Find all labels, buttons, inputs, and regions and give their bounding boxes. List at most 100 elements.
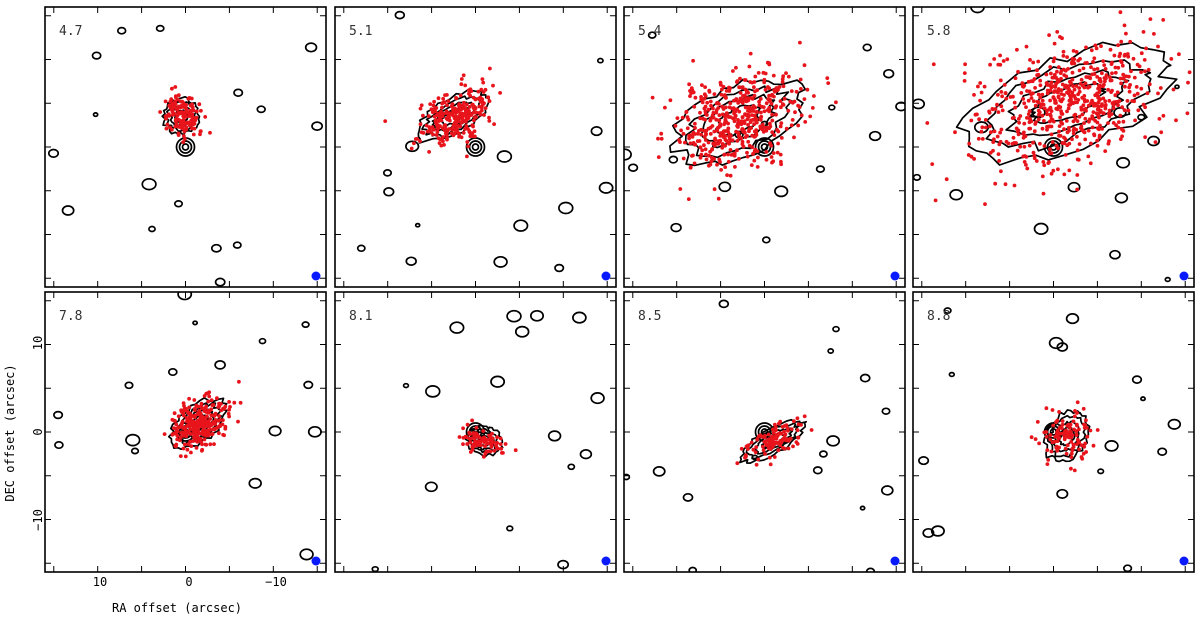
maser-point: [1070, 77, 1075, 82]
maser-point: [1060, 97, 1064, 102]
maser-point: [1060, 422, 1065, 427]
maser-point: [763, 452, 767, 456]
maser-point: [723, 129, 728, 133]
maser-point: [698, 145, 703, 150]
maser-point: [755, 110, 759, 114]
maser-point: [1040, 126, 1045, 131]
maser-point: [428, 102, 433, 106]
maser-point: [768, 462, 773, 467]
maser-point: [201, 430, 206, 435]
maser-point: [1006, 141, 1011, 146]
maser-point: [1139, 51, 1144, 56]
maser-point: [184, 127, 189, 132]
maser-point: [468, 440, 473, 445]
maser-point: [778, 124, 783, 129]
maser-point: [437, 141, 442, 146]
maser-point: [1036, 117, 1041, 122]
maser-point: [1002, 83, 1007, 87]
maser-point: [191, 115, 196, 120]
maser-point: [180, 110, 185, 114]
maser-point: [763, 433, 767, 438]
maser-point: [719, 168, 723, 172]
maser-point: [744, 96, 748, 101]
maser-point: [441, 139, 445, 144]
maser-point: [179, 122, 184, 127]
noise-contour: [859, 373, 871, 383]
maser-point: [751, 117, 756, 122]
maser-point: [726, 159, 731, 164]
maser-point: [794, 89, 799, 94]
maser-point: [770, 112, 774, 117]
maser-point: [1028, 126, 1033, 131]
maser-point: [774, 112, 778, 117]
maser-point: [204, 414, 209, 419]
maser-point: [467, 109, 471, 113]
maser-point: [1054, 75, 1058, 80]
maser-point: [998, 53, 1002, 58]
maser-point: [720, 145, 725, 150]
maser-point: [768, 121, 772, 126]
noise-contour: [598, 181, 614, 194]
maser-point: [767, 62, 772, 67]
maser-point: [785, 426, 790, 431]
maser-point: [198, 129, 203, 134]
maser-point: [972, 157, 976, 161]
maser-point: [1084, 75, 1089, 79]
maser-point: [1071, 84, 1075, 88]
maser-point: [1050, 140, 1055, 145]
maser-point: [1130, 99, 1135, 103]
maser-point: [459, 77, 464, 81]
maser-point: [1015, 47, 1019, 52]
maser-point: [748, 106, 753, 111]
maser-point: [1065, 443, 1070, 448]
maser-point: [187, 114, 192, 118]
panel-frame: [44, 6, 327, 288]
maser-point: [1021, 97, 1026, 101]
maser-point: [748, 109, 752, 114]
maser-point: [1095, 75, 1100, 79]
x-tick-label: −10: [265, 575, 287, 589]
maser-point: [1071, 419, 1076, 424]
maser-point: [479, 87, 484, 92]
maser-point: [199, 404, 204, 409]
maser-point: [741, 94, 745, 98]
maser-point: [790, 118, 795, 122]
maser-point: [688, 165, 693, 170]
maser-point: [487, 119, 492, 123]
maser-point: [975, 112, 979, 117]
noise-contour: [414, 222, 421, 228]
maser-point: [1059, 92, 1064, 96]
maser-point: [1107, 108, 1112, 113]
maser-point: [997, 159, 1001, 163]
maser-point: [1045, 127, 1049, 132]
maser-point: [722, 152, 727, 157]
maser-point: [1161, 18, 1166, 22]
maser-point: [685, 115, 690, 120]
maser-point: [933, 198, 938, 203]
maser-point: [996, 152, 1001, 157]
maser-point: [706, 140, 711, 145]
maser-point: [1107, 98, 1112, 103]
maser-point: [752, 80, 757, 84]
maser-point: [1055, 69, 1059, 74]
maser-point: [181, 140, 186, 145]
maser-point: [503, 442, 508, 446]
maser-point: [189, 96, 194, 101]
maser-point: [182, 404, 186, 408]
maser-point: [993, 107, 998, 111]
noise-contour: [514, 325, 530, 338]
noise-contour: [232, 241, 242, 249]
maser-point: [1048, 114, 1053, 118]
maser-point: [1040, 98, 1045, 103]
maser-point: [1119, 81, 1123, 86]
maser-point: [164, 126, 169, 131]
maser-point: [692, 161, 697, 166]
maser-point: [799, 87, 803, 91]
maser-point: [776, 448, 781, 453]
noise-contour: [1147, 135, 1161, 147]
maser-point: [194, 446, 199, 450]
maser-point: [925, 121, 930, 125]
maser-point: [1034, 159, 1039, 163]
maser-point: [779, 136, 784, 140]
maser-point: [769, 143, 774, 148]
